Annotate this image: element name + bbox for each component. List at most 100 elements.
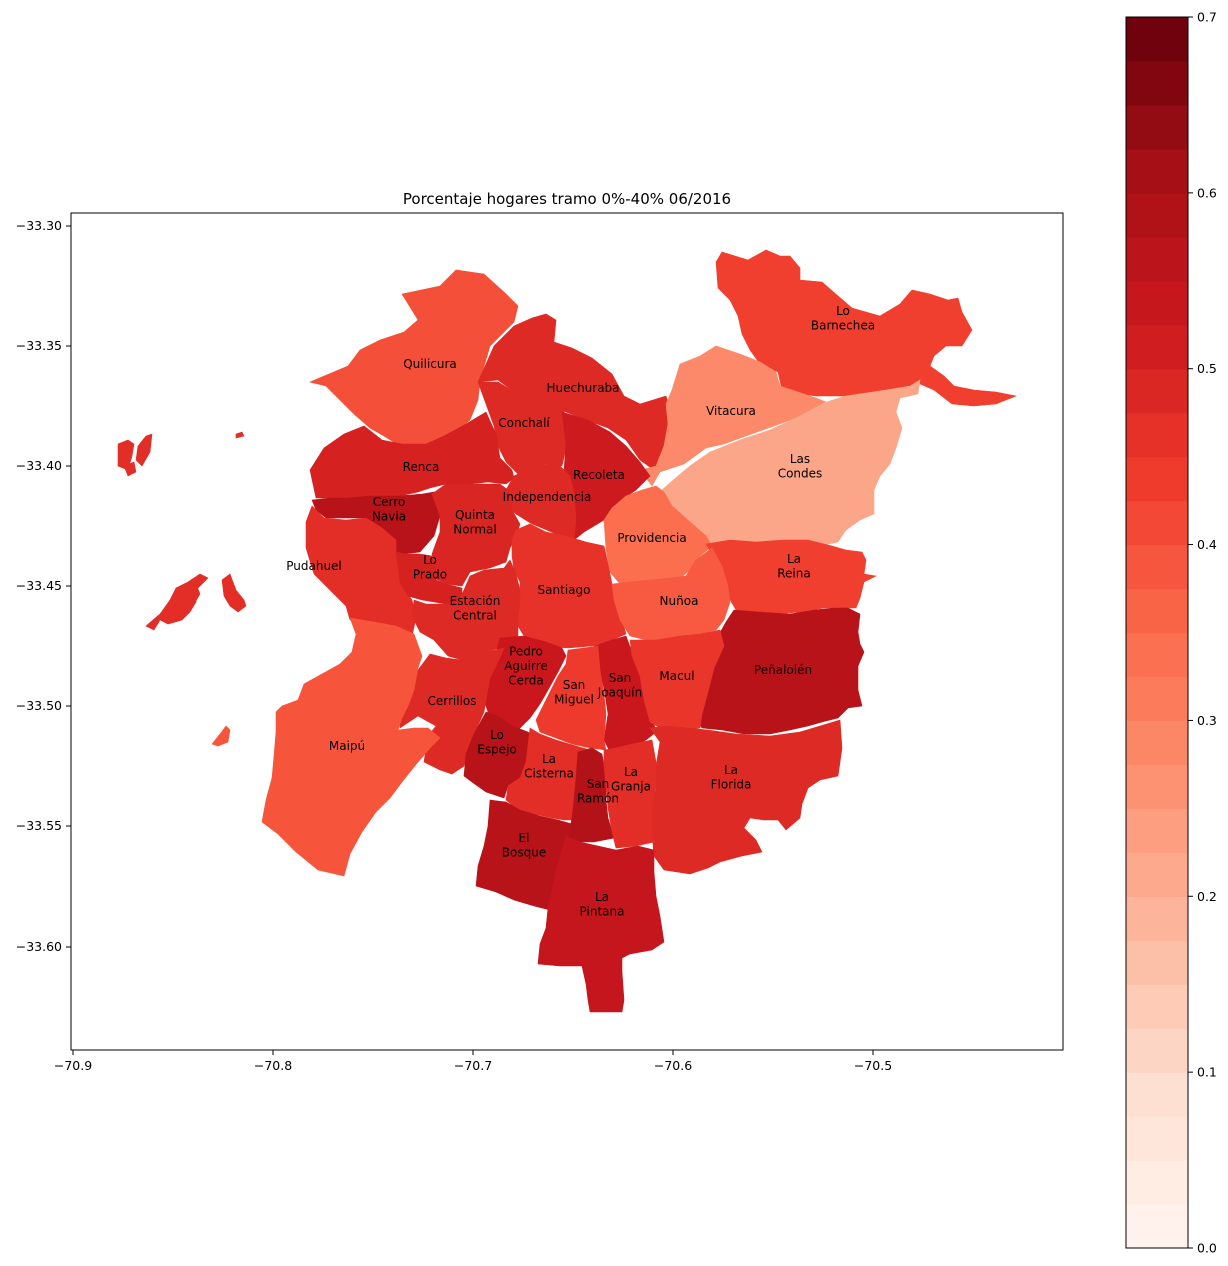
colorbar-band [1126,720,1188,765]
colorbar-tick-label: 0.4 [1197,537,1217,552]
region-label: San Ramón [577,777,619,806]
colorbar-band [1126,1204,1188,1249]
region-label: Recoleta [573,468,625,482]
region-macul [629,629,725,731]
y-tick-label: −33.35 [16,338,62,353]
region-fragment [235,431,245,439]
region-san-miguel [535,645,607,751]
colorbar-tick-label: 0.2 [1197,889,1217,904]
x-tick-label: −70.6 [654,1058,692,1073]
region-label: Independencia [503,490,592,504]
colorbar-band [1126,1028,1188,1073]
region-fragment [145,573,209,631]
region-label: La Granja [611,765,651,794]
region-label: San Miguel [554,678,594,707]
colorbar-tick-label: 0.7 [1197,10,1217,25]
colorbar-tick-label: 0.1 [1197,1065,1217,1080]
region-fragment [135,433,153,467]
y-tick-label: −33.60 [16,939,62,954]
region-lo-prado [395,551,463,607]
y-tick-label: −33.30 [16,218,62,233]
colorbar-band [1126,104,1188,150]
colorbar-band [1126,852,1188,897]
colorbar-band [1126,456,1188,502]
colorbar-band [1126,764,1188,809]
region-label: Conchalí [498,416,550,430]
colorbar-band [1126,1116,1188,1161]
colorbar-band [1126,632,1188,678]
region-label: La Reina [777,552,810,581]
colorbar-band [1126,60,1188,106]
region-la-granja [603,739,657,849]
region-label: Vitacura [706,404,756,418]
colorbar-band [1126,17,1188,62]
region-nuñoa [611,547,731,641]
region-label: Lo Prado [413,553,447,582]
colorbar-tick-label: 0.0 [1197,1241,1217,1256]
colorbar-band [1126,412,1188,458]
map-title: Porcentaje hogares tramo 0%-40% 06/2016 [403,190,731,208]
colorbar-band [1126,1072,1188,1117]
colorbar-band [1126,148,1188,194]
y-axis: −33.30 −33.35 −33.40 −33.45 −33.50 −33.5… [16,218,71,954]
region-quinta-normal [431,483,521,587]
map-labels: Lo Barnechea Quilicura Huechuraba Vitacura Co… [286,304,875,919]
colorbar-band [1126,984,1188,1029]
region-label: La Cisterna [524,752,574,781]
region-fragment [211,725,231,747]
region-label: Renca [403,460,440,474]
x-tick-label: −70.8 [254,1058,292,1073]
colorbar-band [1126,544,1188,590]
region-vitacura [639,345,827,487]
colorbar-bands [1126,17,1188,1249]
region-fragment [221,573,247,613]
region-fragment [117,439,135,471]
region-fragment [187,583,201,605]
colorbar-band [1126,588,1188,634]
y-tick-label: −33.45 [16,578,62,593]
x-tick-label: −70.5 [854,1058,892,1073]
region-label: Peñalolén [754,663,812,677]
region-label: El Bosque [502,831,546,860]
region-label: Cerrillos [427,694,476,708]
colorbar-band [1126,808,1188,853]
region-la-pintana [537,835,665,1013]
x-tick-label: −70.9 [54,1058,92,1073]
region-label: La Florida [711,763,752,792]
x-axis: −70.9 −70.8 −70.7 −70.6 −70.5 [54,1050,892,1073]
region-cerro-navia [311,491,443,555]
colorbar-band [1126,1160,1188,1205]
region-label: San Joaquín [597,671,642,700]
map-regions [117,249,1018,1013]
region-label: Santiago [538,583,591,597]
region-label: Estación Central [450,594,501,623]
region-label: Providencia [617,531,686,545]
region-label: Nuñoa [660,594,699,608]
x-tick-label: −70.7 [454,1058,492,1073]
colorbar-tick-label: 0.3 [1197,713,1217,728]
region-label: La Pintana [580,890,625,919]
y-tick-label: −33.50 [16,698,62,713]
region-label: Quinta Normal [453,508,496,537]
axes-frame [70,212,1064,1051]
colorbar-band [1126,676,1188,722]
colorbar-tick-label: 0.5 [1197,361,1217,376]
region-san-ramón [567,747,615,843]
colorbar-band [1126,896,1188,941]
colorbar-band [1126,500,1188,546]
region-label: Maipú [329,739,365,753]
colorbar: 0.0 0.1 0.2 0.3 0.4 0.5 0.6 0.7 [1125,10,1217,1256]
region-label: Pudahuel [286,559,342,573]
region-label: Lo Barnechea [811,304,875,333]
region-las-condes [661,379,921,549]
y-tick-label: −33.55 [16,818,62,833]
region-san-joaquín [593,635,657,753]
region-la-florida [649,719,843,875]
colorbar-tick-label: 0.6 [1197,185,1217,200]
colorbar-band [1126,368,1188,414]
region-label: Quilicura [403,357,457,371]
region-label: Las Condes [778,452,823,481]
colorbar-band [1126,940,1188,985]
region-independencia [499,463,577,541]
